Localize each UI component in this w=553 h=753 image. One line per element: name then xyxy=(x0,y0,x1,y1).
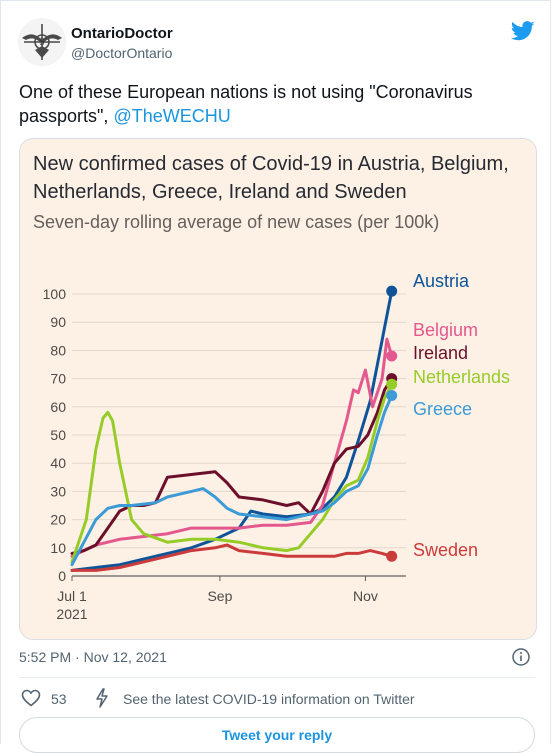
divider xyxy=(19,677,535,678)
tweet-reply-button[interactable]: Tweet your reply xyxy=(19,717,535,753)
series-line-greece xyxy=(70,394,394,567)
y-tick-label: 30 xyxy=(50,483,66,499)
series-line-austria xyxy=(70,289,394,572)
series-label-ireland: Ireland xyxy=(413,343,468,363)
series-endpoint-belgium xyxy=(386,350,398,362)
y-tick-label: 60 xyxy=(50,399,66,415)
tweet-media-chart[interactable]: 0 10 20 30 40 50 60 70 80 90 100 Jul 1 2021 Sep Nov Aus… xyxy=(19,138,537,640)
x-tick-sublabel: 2021 xyxy=(56,606,87,622)
y-tick-label: 80 xyxy=(50,342,66,358)
twitter-bird-icon[interactable] xyxy=(511,21,535,41)
x-tick-label: Sep xyxy=(207,588,232,604)
series-line-sweden xyxy=(70,543,394,572)
mention-link[interactable]: @TheWECHU xyxy=(113,106,231,126)
bolt-icon xyxy=(96,688,108,708)
series-line-netherlands xyxy=(70,382,394,564)
y-tick-label: 0 xyxy=(58,568,66,584)
tweet-text: One of these European nations is not usi… xyxy=(19,80,539,128)
info-icon[interactable] xyxy=(512,648,530,666)
series-label-austria: Austria xyxy=(413,271,470,291)
series-label-netherlands: Netherlands xyxy=(413,367,510,387)
user-handle[interactable]: @DoctorOntario xyxy=(71,45,173,61)
series-endpoint-greece xyxy=(386,390,398,402)
series-label-greece: Greece xyxy=(413,399,472,419)
svg-text:S: S xyxy=(39,37,45,48)
y-tick-label: 90 xyxy=(50,314,66,330)
line-chart: 0 10 20 30 40 50 60 70 80 90 100 Jul 1 2021 Sep Nov Aus… xyxy=(43,271,510,622)
display-name[interactable]: OntarioDoctor xyxy=(71,25,173,42)
chart-title: New confirmed cases of Covid-19 in Austr… xyxy=(33,153,509,203)
heart-icon[interactable] xyxy=(21,689,41,707)
y-tick-label: 40 xyxy=(50,455,66,471)
series-line-belgium xyxy=(70,337,394,558)
chart-subtitle: Seven-day rolling average of new cases (… xyxy=(33,212,440,232)
series-label-sweden: Sweden xyxy=(413,540,478,560)
tweet-body: One of these European nations is not usi… xyxy=(19,82,473,126)
like-count[interactable]: 53 xyxy=(51,691,67,707)
seal-avatar-icon[interactable]: S xyxy=(18,18,66,66)
series-endpoint-sweden xyxy=(386,550,398,562)
covid-info-link[interactable]: See the latest COVID-19 information on T… xyxy=(123,691,415,707)
x-tick-label: Jul 1 xyxy=(57,588,87,604)
y-tick-label: 50 xyxy=(50,427,66,443)
series-endpoint-austria xyxy=(386,285,398,297)
x-tick-label: Nov xyxy=(353,588,378,604)
y-tick-label: 100 xyxy=(43,286,67,302)
series-endpoint-netherlands xyxy=(386,378,398,390)
y-tick-label: 10 xyxy=(50,540,66,556)
series-label-belgium: Belgium xyxy=(413,320,478,340)
y-tick-label: 20 xyxy=(50,512,66,528)
tweet-timestamp[interactable]: 5:52 PM · Nov 12, 2021 xyxy=(19,649,167,665)
y-tick-label: 70 xyxy=(50,371,66,387)
series-line-ireland xyxy=(70,377,394,555)
